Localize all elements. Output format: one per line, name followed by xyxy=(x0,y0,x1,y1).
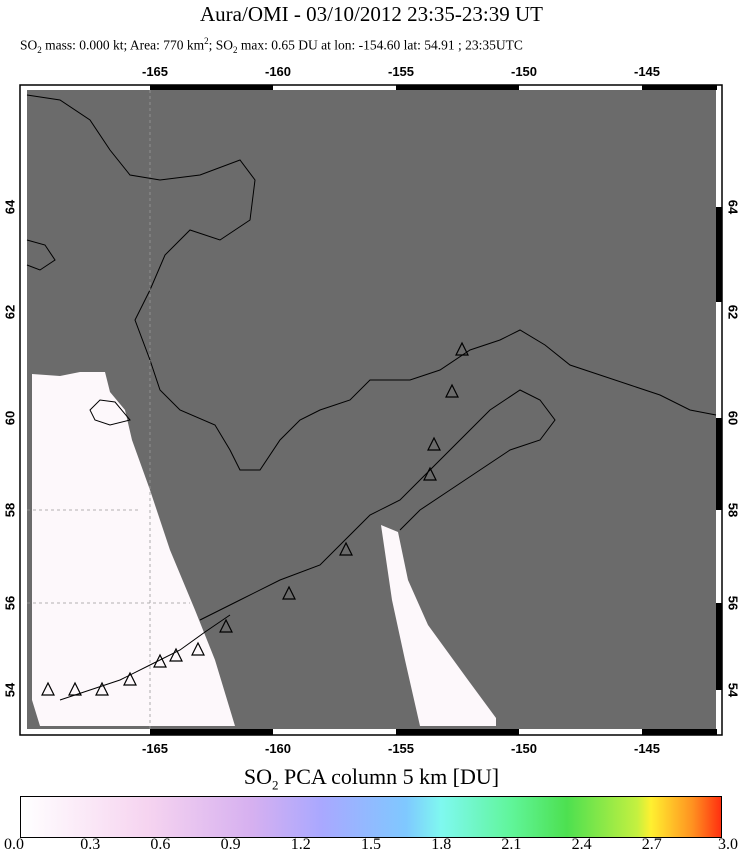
map-plot xyxy=(19,84,723,736)
right-border-bar xyxy=(716,207,722,690)
graticule xyxy=(27,90,190,729)
sub: 2 xyxy=(272,777,279,793)
colorbar-tick-label: 0.6 xyxy=(150,836,171,853)
top-border-bar xyxy=(150,85,717,90)
satellite-swath xyxy=(32,372,235,726)
colorbar-tick-label: 3.0 xyxy=(718,836,738,853)
colorbar-tick-label: 0.3 xyxy=(80,836,101,853)
colorbar xyxy=(20,796,722,838)
stats-text: max: 0.65 DU at lon: -154.60 lat: 54.91 … xyxy=(237,37,523,53)
lon-label-top: -150 xyxy=(510,64,538,79)
lon-label-bottom: -150 xyxy=(510,741,538,756)
bottom-border-bar xyxy=(150,729,717,735)
lon-label-top: -155 xyxy=(387,64,415,79)
sup: 2 xyxy=(204,36,209,46)
colorbar-tick-label: 2.7 xyxy=(641,836,662,853)
coastline xyxy=(26,94,717,701)
sub: 2 xyxy=(37,45,42,56)
lon-label-bottom: -155 xyxy=(387,741,415,756)
stats-text: ; SO xyxy=(208,37,234,53)
stats-text: mass: 0.000 kt; Area: 770 km xyxy=(41,37,205,53)
colorbar-tick-label: 2.1 xyxy=(501,836,522,853)
colorbar-tick-label: 1.5 xyxy=(361,836,381,853)
colorbar-tick-label: 1.2 xyxy=(290,836,311,853)
colorbar-tick-label: 0.9 xyxy=(220,836,241,853)
map-subtitle: SO2 mass: 0.000 kt; Area: 770 km2; SO2 m… xyxy=(20,36,523,55)
colorbar-tick-label: 1.8 xyxy=(431,836,452,853)
lon-label-top: -160 xyxy=(264,64,292,79)
lon-label-bottom: -160 xyxy=(264,741,292,756)
colorbar-title: SO2 PCA column 5 km [DU] xyxy=(0,764,743,793)
lon-label-bottom: -145 xyxy=(633,741,661,756)
colorbar-tick-label: 2.4 xyxy=(571,836,592,853)
colorbar-tick-label: 0.0 xyxy=(4,836,24,853)
lon-label-bottom: -165 xyxy=(141,741,169,756)
so2-text: SO xyxy=(243,764,272,789)
satellite-swath xyxy=(381,525,496,726)
lon-label-top: -145 xyxy=(633,64,661,79)
volcano-markers xyxy=(41,341,469,696)
map-title: Aura/OMI - 03/10/2012 23:35-23:39 UT xyxy=(200,2,543,26)
lon-label-top: -165 xyxy=(141,64,169,79)
so2-text: SO xyxy=(20,37,38,53)
colorbar-title-text: PCA column 5 km [DU] xyxy=(278,764,500,789)
sub: 2 xyxy=(233,45,238,56)
